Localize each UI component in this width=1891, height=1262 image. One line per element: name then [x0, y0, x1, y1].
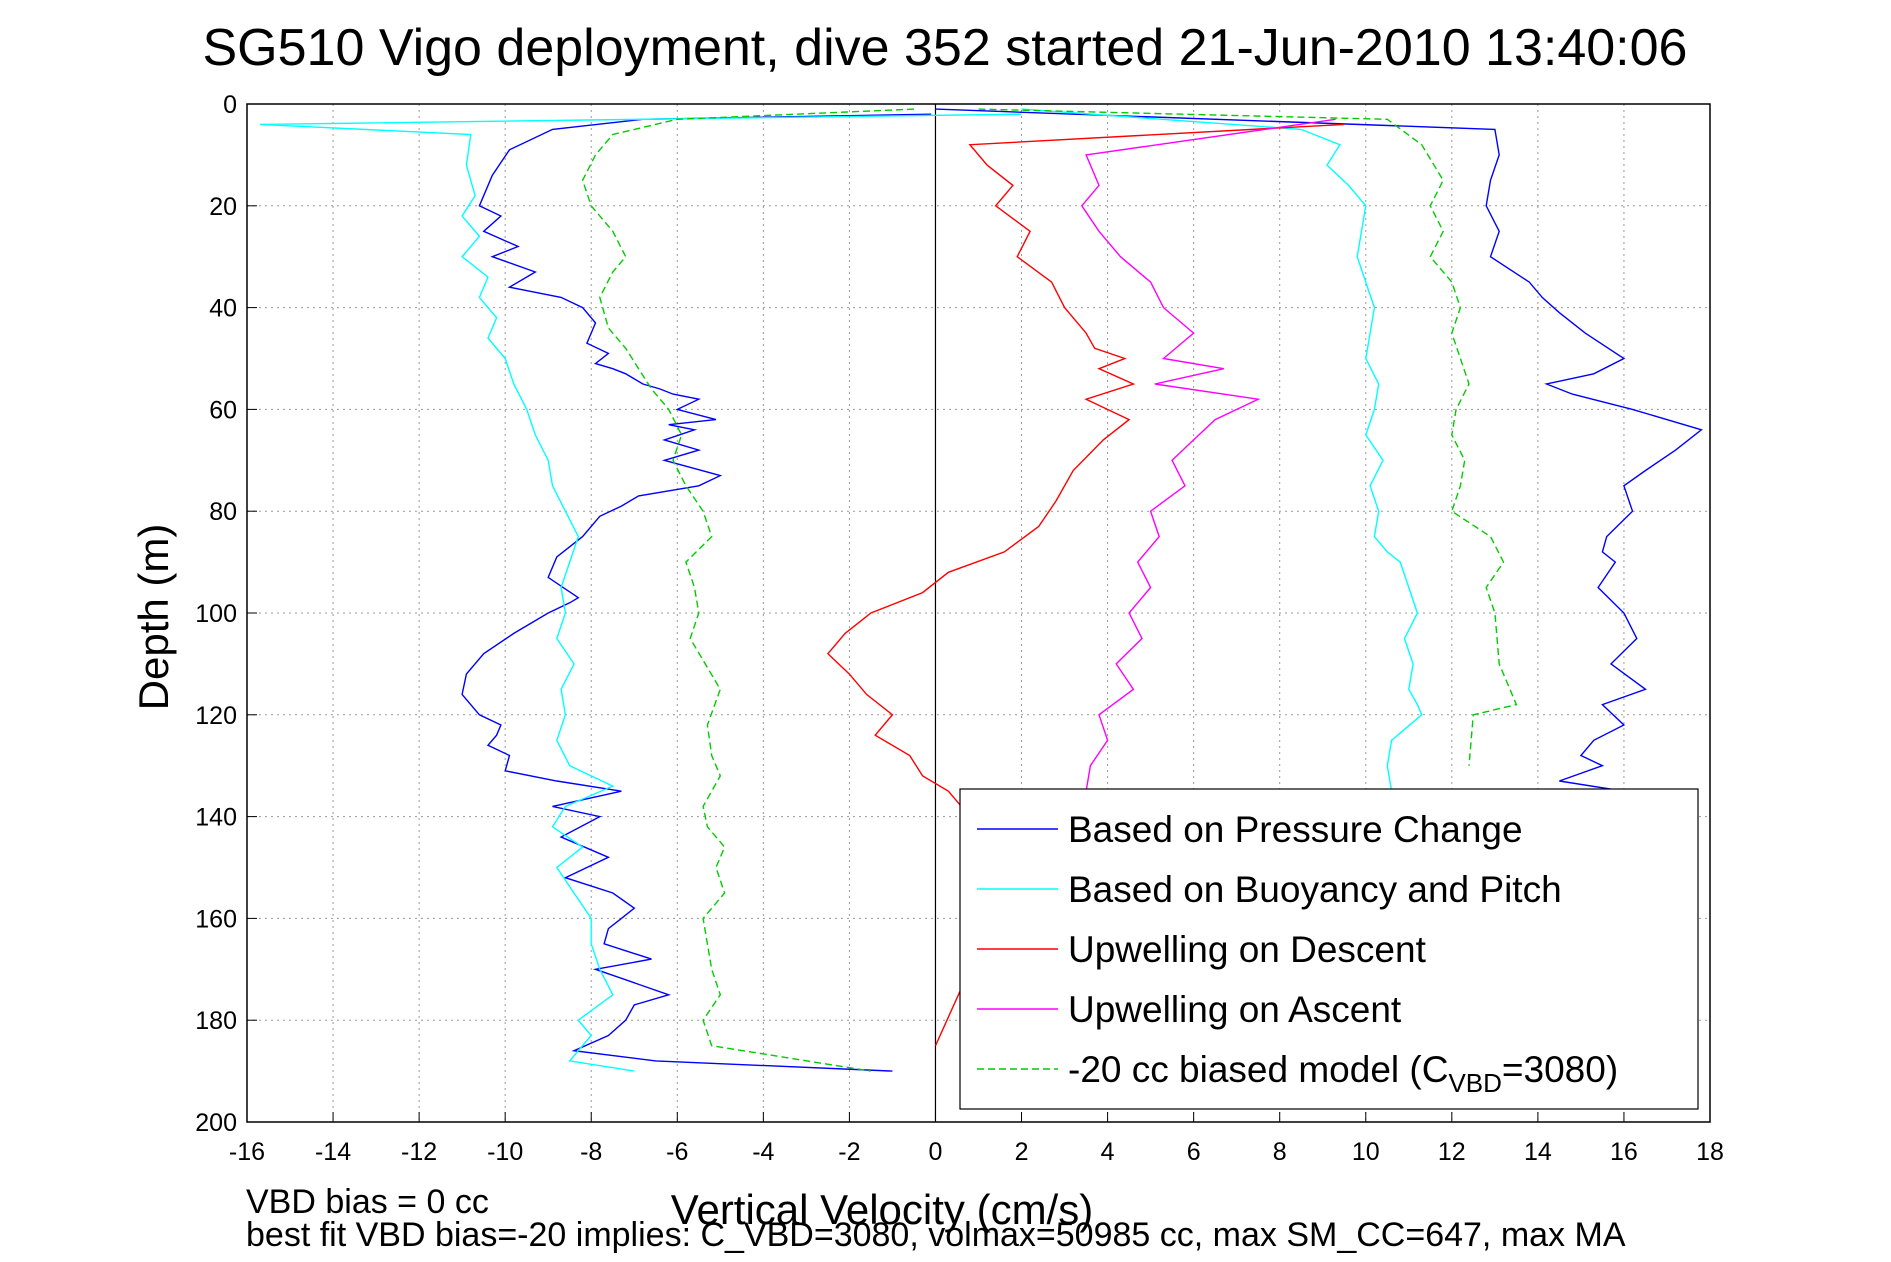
- series-line-3: [1080, 118, 1336, 792]
- x-tick-label: 6: [1187, 1138, 1201, 1166]
- x-tick-label: -4: [752, 1138, 774, 1166]
- legend-box: [959, 788, 1699, 1110]
- x-tick-label: -12: [401, 1138, 437, 1166]
- series-line-0: [461, 113, 932, 1072]
- x-tick-label: -14: [315, 1138, 351, 1166]
- x-tick-label: -2: [838, 1138, 860, 1166]
- x-tick-label: 0: [929, 1138, 943, 1166]
- x-axis-label: Vertical Velocity (cm/s): [671, 1186, 1093, 1233]
- x-tick-label: -10: [487, 1138, 523, 1166]
- y-tick-label: 160: [195, 905, 237, 933]
- x-tick-label: 16: [1610, 1138, 1638, 1166]
- chart-title: SG510 Vigo deployment, dive 352 started …: [203, 19, 1688, 77]
- legend-label: Upwelling on Ascent: [1068, 989, 1402, 1030]
- y-tick-label: 140: [195, 804, 237, 832]
- legend: Based on Pressure Change Based on Buoyanc…: [959, 788, 1699, 1110]
- x-axis-ticks: -16 -14 -12 -10 -8 -6 -4 -2 0 2 4 6 8 10 12 14 16 18: [229, 1112, 1724, 1166]
- y-tick-label: 0: [223, 91, 237, 119]
- x-tick-label: 10: [1352, 1138, 1380, 1166]
- series-lines: [259, 108, 1345, 1072]
- y-tick-label: 80: [209, 498, 237, 526]
- y-axis-ticks: 0 20 40 60 80 100 120 140 160 180 200: [195, 91, 257, 1137]
- y-tick-label: 200: [195, 1109, 237, 1137]
- y-tick-label: 60: [209, 396, 237, 424]
- legend-label: -20 cc biased model (CVBD=3080): [1068, 1049, 1618, 1098]
- x-tick-label: -6: [666, 1138, 688, 1166]
- footnote-line-2: best fit VBD bias=-20 implies: C_VBD=308…: [246, 1216, 1626, 1254]
- y-tick-label: 40: [209, 295, 237, 323]
- x-tick-label: 18: [1696, 1138, 1724, 1166]
- series-line-2: [826, 123, 1345, 1046]
- overlay-line-pressure-change-ascent: [935, 108, 1703, 858]
- legend-label: Upwelling on Descent: [1068, 929, 1427, 970]
- x-tick-label: -16: [229, 1138, 265, 1166]
- legend-label: Based on Pressure Change: [1068, 809, 1523, 850]
- x-tick-label: 4: [1101, 1138, 1115, 1166]
- legend-label: Based on Buoyancy and Pitch: [1068, 869, 1562, 910]
- y-tick-label: 100: [195, 600, 237, 628]
- x-tick-label: 12: [1438, 1138, 1466, 1166]
- footnote-line-1: VBD bias = 0 cc: [246, 1183, 489, 1221]
- x-tick-label: -8: [580, 1138, 602, 1166]
- ascent-traces: [935, 108, 1703, 868]
- x-tick-label: 8: [1273, 1138, 1287, 1166]
- series-line-1: [259, 113, 1022, 1072]
- overlay-line-buoyancy-pitch-ascent: [1021, 108, 1423, 868]
- y-tick-label: 120: [195, 702, 237, 730]
- y-axis-label: Depth (m): [130, 524, 177, 711]
- overlay-line-model-ascent: [978, 108, 1518, 766]
- y-tick-label: 180: [195, 1007, 237, 1035]
- x-tick-label: 14: [1524, 1138, 1552, 1166]
- series-line-4: [581, 108, 915, 1072]
- x-tick-label: 2: [1015, 1138, 1029, 1166]
- legend-items: Based on Pressure Change Based on Buoyanc…: [977, 809, 1618, 1098]
- y-tick-label: 20: [209, 193, 237, 221]
